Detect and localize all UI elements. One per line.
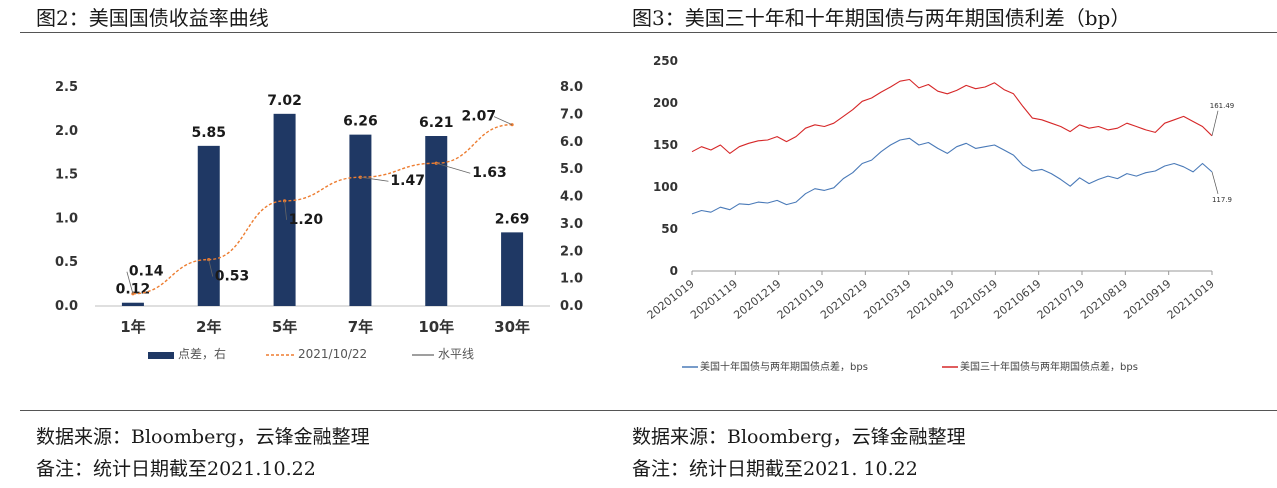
- top-divider: [20, 32, 1277, 33]
- y-tick-label: 200: [653, 96, 678, 110]
- right-chart-title: 图3：美国三十年和十年期国债与两年期国债利差（bp）: [632, 6, 1131, 30]
- x-tick-label: 20210919: [1121, 277, 1173, 322]
- right-y-tick-label: 0.0: [560, 299, 583, 314]
- left-y-tick-label: 2.5: [55, 80, 78, 95]
- curve-label-leader: [284, 200, 287, 220]
- legend-bar-swatch: [148, 352, 174, 359]
- x-tick-label: 20201219: [731, 277, 783, 322]
- left-y-tick-label: 0.0: [55, 299, 78, 314]
- curve-value-label: 1.63: [472, 165, 507, 181]
- x-tick-label: 20210319: [861, 277, 913, 322]
- x-tick-label: 20210719: [1035, 277, 1087, 322]
- curve-label-leader: [493, 116, 513, 126]
- bar-value-label: 5.85: [191, 125, 226, 141]
- legend-curve-label: 2021/10/22: [298, 347, 367, 361]
- spread-bar: [121, 302, 144, 306]
- x-tick-label: 20201019: [645, 277, 697, 322]
- right-y-tick-label: 7.0: [560, 107, 583, 122]
- x-category-label: 7年: [348, 318, 373, 336]
- curve-value-label: 1.20: [289, 212, 324, 228]
- x-category-label: 10年: [418, 318, 454, 336]
- end-value-label: 161.49: [1210, 102, 1235, 110]
- right-y-tick-label: 2.0: [560, 244, 583, 259]
- x-tick-label: 20201119: [688, 277, 740, 322]
- spread-bar: [273, 113, 296, 306]
- end-label-leader: [1211, 110, 1219, 136]
- x-category-label: 5年: [272, 318, 297, 336]
- y-tick-label: 50: [661, 222, 678, 236]
- x-category-label: 1年: [120, 318, 145, 336]
- curve-label-leader: [208, 259, 214, 277]
- y-tick-label: 150: [653, 138, 678, 152]
- thirty-year-spread-line: [691, 78, 1213, 154]
- right-y-tick-label: 5.0: [560, 162, 583, 177]
- yield-curve-chart: 0.0 0.5 1.0 1.5 2.0 2.5 0.0 1.0 2.0 3.0 4.0 5.0 6.0 7…: [55, 80, 583, 361]
- y-tick-label: 250: [653, 54, 678, 68]
- right-y-tick-label: 6.0: [560, 135, 583, 150]
- spread-bar: [197, 145, 220, 306]
- curve-value-label: 1.47: [390, 173, 425, 189]
- left-y-tick-label: 1.5: [55, 168, 78, 183]
- x-tick-label: 20210119: [775, 277, 827, 322]
- curve-label-leader: [126, 271, 134, 294]
- bottom-divider: [20, 410, 1277, 411]
- curve-value-label: 0.53: [215, 269, 250, 285]
- curve-label-leader: [360, 176, 389, 182]
- x-tick-label: 20210219: [818, 277, 870, 322]
- end-value-label: 117.9: [1212, 196, 1232, 204]
- x-tick-label: 20210819: [1078, 277, 1130, 322]
- x-tick-label: 20210519: [948, 277, 1000, 322]
- yield-curve-line: [132, 123, 513, 295]
- left-y-tick-label: 0.5: [55, 255, 78, 270]
- end-label-leader: [1211, 171, 1219, 194]
- x-category-label: 2年: [196, 318, 221, 336]
- spread-bar: [501, 232, 524, 306]
- left-note: 备注：统计日期截至2021.10.22: [36, 458, 316, 480]
- curve-label-leader: [436, 162, 471, 174]
- x-tick-label: 20210619: [991, 277, 1043, 322]
- y-tick-label: 0: [670, 264, 678, 278]
- yield-curve-point: [207, 257, 211, 262]
- right-y-tick-label: 3.0: [560, 217, 583, 232]
- bar-value-label: 6.26: [343, 114, 378, 130]
- x-tick-label: 20210419: [905, 277, 957, 322]
- right-y-tick-label: 1.0: [560, 272, 583, 287]
- ten-year-spread-line: [691, 137, 1213, 215]
- right-source: 数据来源：Bloomberg，云锋金融整理: [632, 426, 966, 448]
- bar-value-label: 2.69: [495, 211, 530, 227]
- yield-curve-point: [510, 123, 514, 127]
- bar-value-label: 6.21: [419, 115, 454, 131]
- x-category-label: 30年: [494, 318, 530, 336]
- legend-ten-year-label: 美国十年国债与两年期国债点差，bps: [700, 360, 868, 373]
- left-source: 数据来源：Bloomberg，云锋金融整理: [36, 426, 370, 448]
- right-y-tick-label: 4.0: [560, 190, 583, 205]
- bar-value-label: 7.02: [267, 93, 302, 109]
- legend-thirty-year-label: 美国三十年国债与两年期国债点差，bps: [960, 360, 1138, 373]
- curve-value-label: 0.14: [129, 264, 164, 280]
- legend-horizontal-label: 水平线: [438, 347, 474, 361]
- x-tick-label: 20211019: [1165, 277, 1217, 322]
- legend-bar-label: 点差，右: [178, 346, 226, 361]
- right-note: 备注：统计日期截至2021. 10.22: [632, 458, 918, 480]
- bar-value-label: 0.12: [116, 282, 151, 298]
- left-y-tick-label: 1.0: [55, 211, 78, 226]
- right-y-tick-label: 8.0: [560, 80, 583, 95]
- y-tick-label: 100: [653, 180, 678, 194]
- left-y-tick-label: 2.0: [55, 124, 78, 139]
- curve-value-label: 2.07: [462, 109, 497, 125]
- spread-bar: [425, 136, 448, 306]
- left-chart-title: 图2：美国国债收益率曲线: [36, 6, 269, 30]
- spread-bar: [349, 134, 372, 306]
- spread-line-chart: 0501001502002502020101920201119202012192…: [645, 54, 1235, 373]
